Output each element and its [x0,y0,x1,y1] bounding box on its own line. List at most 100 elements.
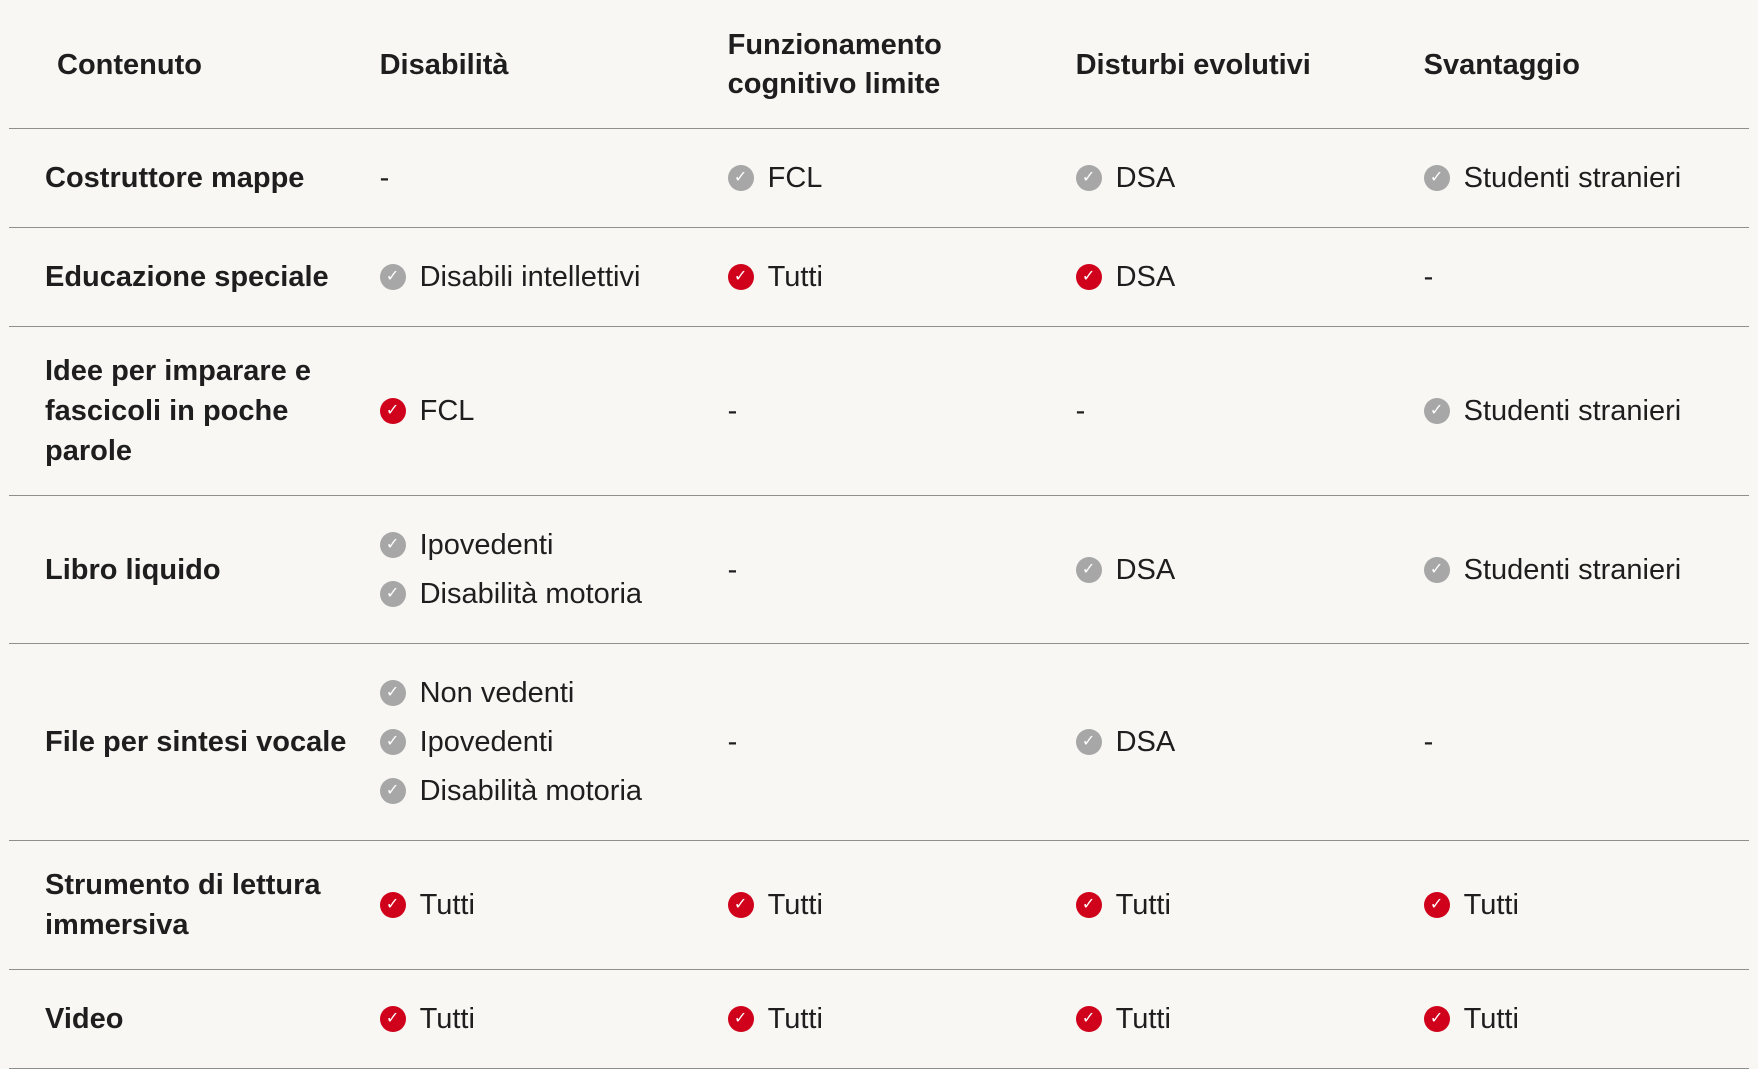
cell-text: Tutti [1115,1003,1171,1036]
cell-item: ✓ Tutti [727,257,1046,297]
table-cell: ✓ Disabili intellettivi [379,227,728,328]
content-accessibility-table: Contenuto Disabilità Funzionamento cogniti… [9,0,1749,1069]
table-row: Strumento di lettura immersiva ✓ Tutti ✓ Tut… [9,840,1749,971]
table-cell: ✓ Tutti [727,840,1076,971]
empty-dash: - [1075,395,1086,428]
table-cell: ✓ Studenti stranieri [1423,495,1749,645]
cell-text: Tutti [1115,889,1171,922]
cell-item: - [728,722,1046,762]
cell-text: FCL [767,162,823,195]
table-cell: ✓ FCL [379,326,728,497]
cell-text: FCL [419,395,475,428]
check-icon: ✓ [379,729,406,756]
table-cell: ✓ Studenti stranieri [1423,326,1749,497]
table-cell: ✓ Tutti [379,969,728,1069]
check-icon: ✓ [1075,264,1102,291]
table-cell: ✓ DSA [1075,643,1424,842]
cell-text: Tutti [1463,1003,1519,1036]
cell-text: Studenti stranieri [1463,395,1682,428]
check-icon: ✓ [1423,165,1450,192]
row-label: File per sintesi vocale [9,643,380,842]
table-cell: - [1075,326,1424,497]
table-header: Contenuto Disabilità Funzionamento cogniti… [9,0,1749,130]
cell-item: ✓ Tutti [727,999,1046,1039]
cell-item: - [1424,722,1719,762]
cell-text: DSA [1115,553,1176,586]
table-cell: ✓ Tutti [379,840,728,971]
cell-text: Tutti [419,889,475,922]
column-header-svantaggio: Svantaggio [1423,0,1749,130]
row-label: Libro liquido [9,495,380,645]
cell-item: ✓ DSA [1075,158,1394,198]
empty-dash: - [727,726,738,759]
table-cell: - [727,643,1076,842]
cell-item: ✓ Ipovedenti [379,722,698,762]
column-header-disturbi-evolutivi: Disturbi evolutivi [1075,0,1424,130]
table-cell: - [1423,227,1749,328]
cell-item: - [380,158,698,198]
check-icon: ✓ [379,778,406,805]
check-icon: ✓ [1075,165,1102,192]
table-row: Libro liquido ✓ Ipovedenti ✓ Disabilità moto… [9,495,1749,645]
check-icon: ✓ [1423,892,1450,919]
cell-item: - [728,550,1046,590]
table-cell: ✓ Tutti [727,969,1076,1069]
empty-dash: - [727,553,738,586]
table-cell: - [1423,643,1749,842]
check-icon: ✓ [1075,729,1102,756]
cell-text: Tutti [1463,889,1519,922]
cell-text: Tutti [767,1003,823,1036]
table-row: Costruttore mappe - ✓ FCL ✓ DSA ✓ Studenti stra… [9,128,1749,229]
cell-item: ✓ FCL [379,391,698,431]
empty-dash: - [379,162,390,195]
table-body: Costruttore mappe - ✓ FCL ✓ DSA ✓ Studenti stra… [9,128,1749,1069]
table-cell: ✓ Tutti [1075,969,1424,1069]
cell-item: ✓ Tutti [1423,999,1719,1039]
check-icon: ✓ [727,165,754,192]
cell-text: DSA [1115,726,1176,759]
column-header-disabilita: Disabilità [379,0,728,130]
table-header-row: Contenuto Disabilità Funzionamento cogniti… [9,0,1749,130]
cell-item: - [728,391,1046,431]
empty-dash: - [1423,261,1434,294]
cell-item: ✓ Tutti [379,999,698,1039]
check-icon: ✓ [1075,556,1102,583]
cell-item: ✓ Tutti [1423,885,1719,925]
check-icon: ✓ [379,398,406,425]
check-icon: ✓ [1423,398,1450,425]
cell-text: DSA [1115,261,1176,294]
cell-text: Tutti [419,1003,475,1036]
table-row: File per sintesi vocale ✓ Non vedenti ✓ Ipov… [9,643,1749,842]
cell-item: - [1424,257,1719,297]
row-label: Video [9,969,380,1069]
table-cell: - [727,495,1076,645]
table-cell: ✓ DSA [1075,495,1424,645]
cell-item: ✓ Disabili intellettivi [379,257,698,297]
cell-item: ✓ Ipovedenti [379,525,698,565]
cell-item: ✓ FCL [727,158,1046,198]
check-icon: ✓ [379,680,406,707]
check-icon: ✓ [379,264,406,291]
table-cell: ✓ Non vedenti ✓ Ipovedenti ✓ Disabilità motor… [379,643,728,842]
cell-item: ✓ Tutti [1075,999,1394,1039]
check-icon: ✓ [727,892,754,919]
cell-item: ✓ DSA [1075,550,1394,590]
column-header-contenuto: Contenuto [9,0,380,130]
check-icon: ✓ [727,1006,754,1033]
empty-dash: - [1423,726,1434,759]
cell-item: ✓ Tutti [379,885,698,925]
check-icon: ✓ [1075,1006,1102,1033]
table-cell: - [727,326,1076,497]
cell-item: ✓ Disabilità motoria [379,574,698,614]
table-cell: ✓ Tutti [1423,840,1749,971]
table-cell: ✓ DSA [1075,128,1424,229]
table-cell: ✓ Studenti stranieri [1423,128,1749,229]
check-icon: ✓ [1075,892,1102,919]
cell-item: ✓ Studenti stranieri [1423,391,1719,431]
row-label: Educazione speciale [9,227,380,328]
check-icon: ✓ [727,264,754,291]
row-label: Idee per imparare e fascicoli in poche p… [9,326,380,497]
cell-text: DSA [1115,162,1176,195]
table-cell: ✓ Tutti [727,227,1076,328]
cell-item: ✓ Tutti [1075,885,1394,925]
